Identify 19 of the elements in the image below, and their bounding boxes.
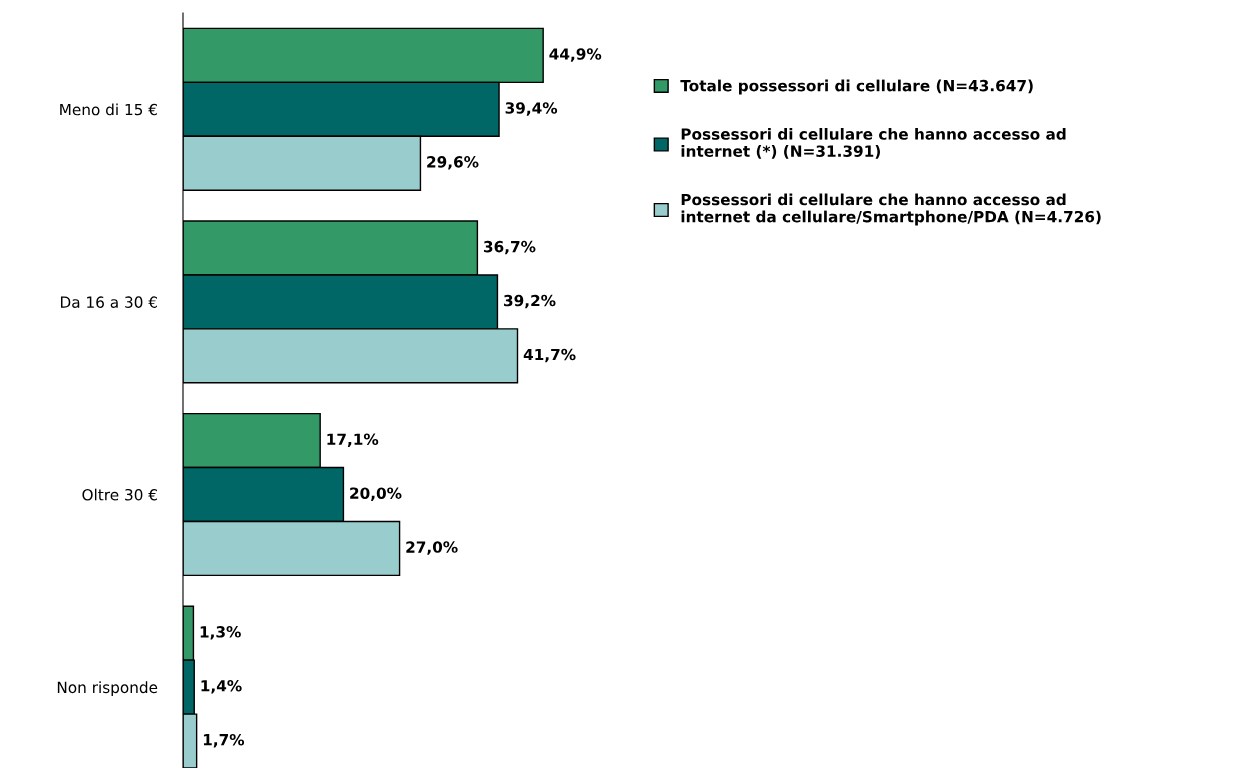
legend-label: Possessori di cellulare che hanno accesso ad internet da cellulare/Smartphone/PDA (N=4.726) — [681, 193, 1101, 226]
data-label: 36,7% — [483, 240, 536, 255]
y-tick-label: Non risponde — [57, 681, 158, 697]
data-label: 44,9% — [549, 48, 602, 62]
data-label: 29,6% — [427, 156, 479, 170]
data-label: 41,7% — [523, 348, 576, 363]
data-label: 1,4% — [201, 679, 242, 694]
legend-label: Totale possessori di cellulare (N=43.647) — [680, 79, 1033, 95]
legend-label: Possessori di cellulare che hanno accesso ad internet (*) (N=31.391) — [681, 128, 1066, 159]
data-label: 39,4% — [505, 102, 558, 116]
data-label: 1,7% — [203, 733, 245, 748]
data-label: 17,1% — [327, 433, 379, 447]
y-tick-label: Oltre 30 € — [82, 488, 157, 501]
y-tick-label: Meno di 15 € — [60, 103, 157, 116]
y-tick-label: Da 16 a 30 € — [60, 296, 157, 308]
data-label: 20,0% — [350, 487, 402, 501]
data-label: 1,3% — [200, 626, 241, 640]
data-label: 27,0% — [406, 541, 458, 555]
data-label: 39,2% — [504, 294, 556, 309]
